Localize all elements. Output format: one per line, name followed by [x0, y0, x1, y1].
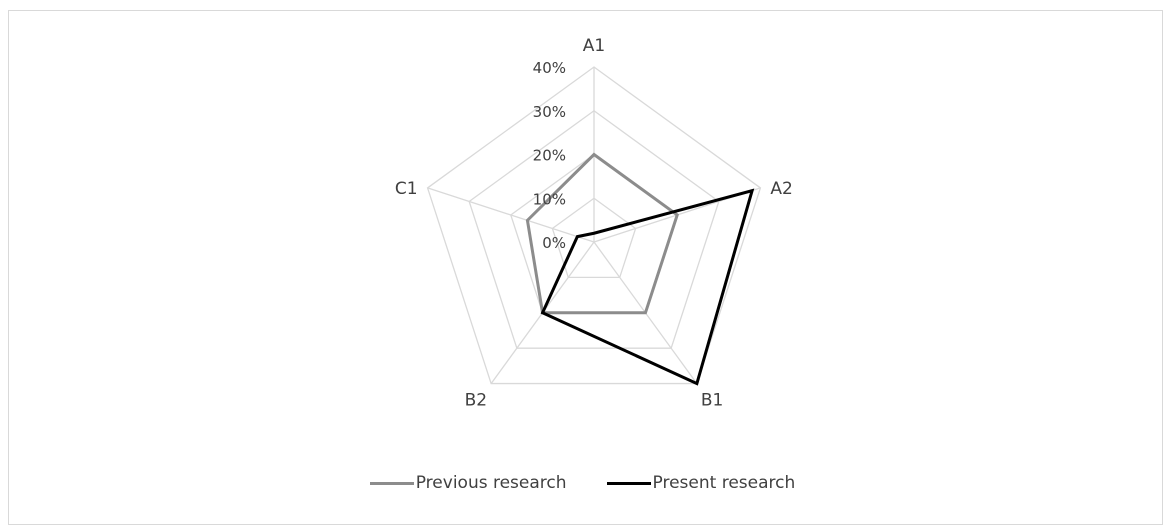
axis-label-c1: C1: [395, 179, 418, 199]
axis-label-a1: A1: [583, 36, 605, 56]
labels: 0% 10% 20% 30% 40% A1 A2 B1 B2 C1: [395, 36, 793, 411]
legend-swatch-previous: [369, 481, 414, 485]
axis-label-a2: A2: [770, 179, 792, 199]
tick-label: 0%: [542, 234, 566, 252]
legend: Previous research Present research: [0, 473, 1165, 493]
tick-label: 20%: [533, 147, 566, 165]
series-previous-line: [525, 152, 679, 315]
series-layer: [525, 152, 755, 386]
axis-label-b1: B1: [701, 391, 723, 411]
chart-frame: [8, 10, 1163, 525]
legend-swatch-present: [606, 481, 651, 485]
grid-ring-3: [468, 109, 720, 349]
spoke-c1: [427, 187, 595, 243]
legend-item-present: Present research: [606, 473, 796, 493]
axis-label-b2: B2: [465, 391, 487, 411]
tick-label: 10%: [533, 190, 566, 208]
legend-item-previous: Previous research: [369, 473, 567, 493]
legend-label-previous: Previous research: [415, 473, 567, 493]
series-present-line: [540, 188, 755, 386]
tick-label: 40%: [533, 59, 566, 77]
grid-ring-4: [426, 66, 762, 385]
legend-label-present: Present research: [652, 473, 796, 493]
tick-label: 30%: [533, 103, 566, 121]
